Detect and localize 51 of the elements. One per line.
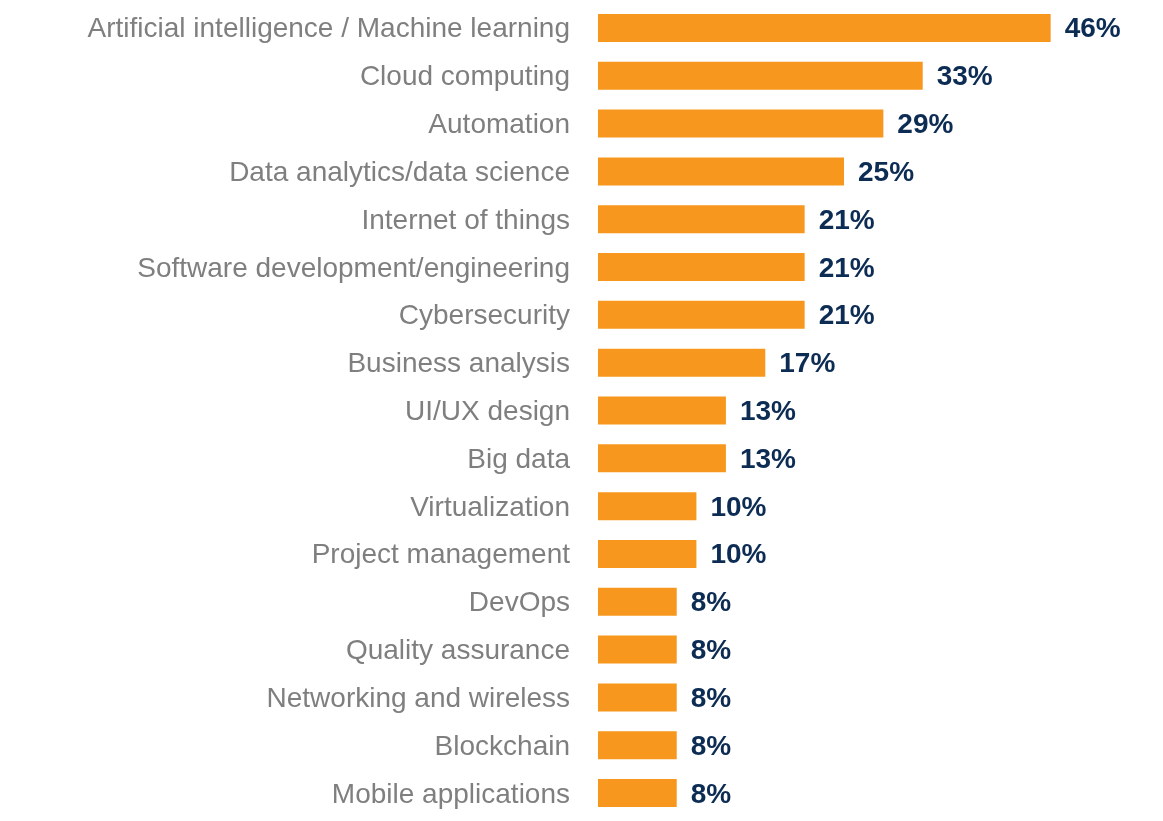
bar xyxy=(598,300,805,329)
bar xyxy=(598,635,677,664)
y-tick-label: Business analysis xyxy=(347,347,570,379)
data-label: 8% xyxy=(690,729,732,761)
bar xyxy=(598,157,844,186)
bar xyxy=(598,348,766,377)
y-tick-label: Cloud computing xyxy=(359,60,570,92)
data-label: 10% xyxy=(710,538,767,570)
y-tick-label: Mobile applications xyxy=(331,777,570,809)
y-tick-label: Automation xyxy=(428,108,570,140)
data-label: 33% xyxy=(936,60,993,92)
y-tick-label: Project management xyxy=(311,538,571,570)
data-label: 10% xyxy=(710,490,767,522)
y-tick-label: Internet of things xyxy=(361,203,570,235)
y-tick-label: Cybersecurity xyxy=(398,299,570,331)
bar xyxy=(598,779,677,808)
data-label: 13% xyxy=(739,395,797,426)
data-label: 21% xyxy=(818,299,875,331)
data-label: 8% xyxy=(690,634,732,666)
y-tick-label: DevOps xyxy=(468,586,570,618)
y-tick-label: Software development/engineering xyxy=(137,251,570,283)
data-label: 46% xyxy=(1064,12,1121,44)
data-label: 21% xyxy=(818,251,875,283)
y-tick-label: Virtualization xyxy=(410,490,570,522)
y-tick-label: Quality assurance xyxy=(345,634,570,666)
y-tick-label: Networking and wireless xyxy=(266,681,570,713)
y-tick-label: Data analytics/data science xyxy=(229,155,570,187)
y-tick-label: Big data xyxy=(467,442,571,474)
bar xyxy=(598,444,726,473)
data-label: 13% xyxy=(739,442,797,474)
data-label: 8% xyxy=(690,586,732,618)
bar xyxy=(598,109,884,138)
y-tick-label: Blockchain xyxy=(434,729,570,761)
bar xyxy=(598,683,677,712)
y-tick-label: Artificial intelligence / Machine learning xyxy=(87,12,570,44)
bar xyxy=(598,205,805,234)
bar xyxy=(598,13,1051,42)
bar xyxy=(598,492,697,521)
data-label: 8% xyxy=(690,681,732,713)
bar xyxy=(598,539,697,568)
bar xyxy=(598,396,726,425)
data-label: 17% xyxy=(779,347,836,379)
bar xyxy=(598,587,677,616)
data-label: 8% xyxy=(690,777,732,809)
data-label: 21% xyxy=(818,203,875,235)
data-label: 25% xyxy=(858,155,915,187)
bar xyxy=(598,61,923,90)
y-tick-label: UI/UX design xyxy=(405,395,570,426)
data-label: 29% xyxy=(897,108,954,140)
bar xyxy=(598,731,677,760)
bar xyxy=(598,253,805,282)
